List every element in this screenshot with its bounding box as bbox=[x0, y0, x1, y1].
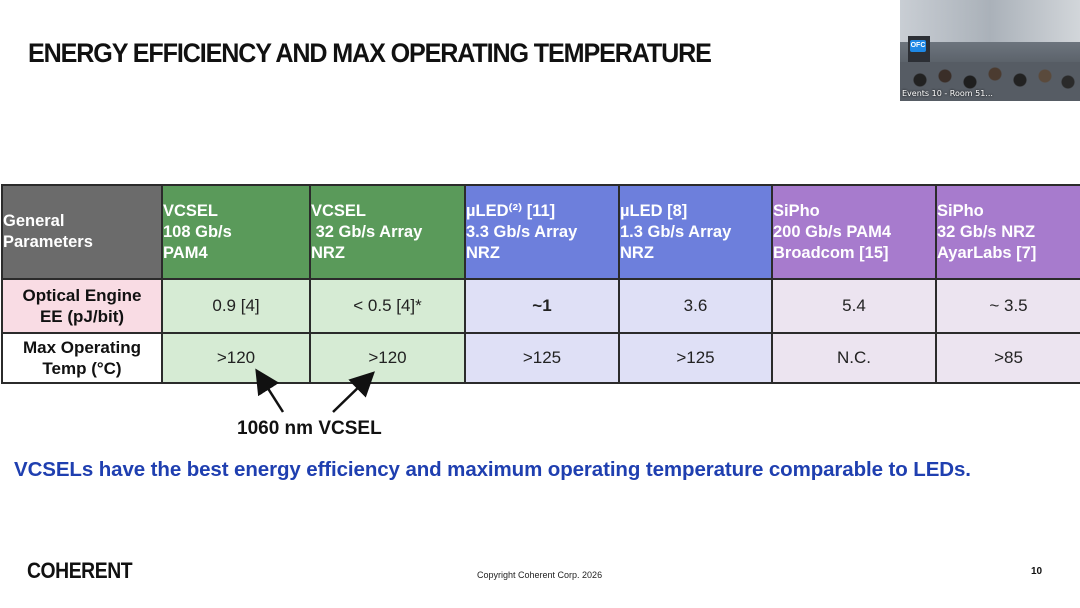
speaker-video-thumbnail[interactable]: OFC Events 10 - Room 51... bbox=[900, 0, 1080, 101]
video-background bbox=[900, 0, 1080, 42]
row-label-max-operating-temp: Max Operating Temp (°C) bbox=[1, 332, 163, 384]
header-line: PAM4 bbox=[163, 243, 208, 262]
table-row-max-temp: Max Operating Temp (°C) >120 >120 >125 >… bbox=[1, 332, 1080, 384]
header-line: 200 Gb/s PAM4 bbox=[773, 222, 891, 241]
header-line: 32 Gb/s Array bbox=[311, 222, 423, 241]
table-cell: >120 bbox=[309, 332, 466, 384]
table-cell: >125 bbox=[618, 332, 773, 384]
header-line: VCSEL bbox=[163, 201, 219, 220]
row-label-line: EE (pJ/bit) bbox=[39, 307, 125, 326]
header-line: SiPho bbox=[937, 201, 984, 220]
header-line: µLED⁽²⁾ [11] bbox=[466, 201, 556, 220]
header-line: µLED [8] bbox=[620, 201, 688, 220]
row-label-line: Temp (°C) bbox=[42, 359, 122, 378]
vcsel-annotation: 1060 nm VCSEL bbox=[237, 418, 382, 439]
header-sipho-broadcom: SiPho 200 Gb/s PAM4 Broadcom [15] bbox=[771, 184, 937, 280]
audience bbox=[900, 62, 1080, 101]
copyright-text: Copyright Coherent Corp. 2026 bbox=[477, 570, 603, 580]
header-vcsel-108: VCSEL 108 Gb/s PAM4 bbox=[161, 184, 311, 280]
header-line: NRZ bbox=[466, 243, 500, 262]
row-label-line: Max Operating bbox=[22, 338, 142, 357]
table-row-energy-efficiency: Optical Engine EE (pJ/bit) 0.9 [4] < 0.5… bbox=[1, 278, 1080, 334]
header-line: VCSEL bbox=[311, 201, 367, 220]
header-line: SiPho bbox=[773, 201, 820, 220]
header-line: 3.3 Gb/s Array bbox=[466, 222, 578, 241]
table-cell: ~1 bbox=[464, 278, 620, 334]
header-line: AyarLabs [7] bbox=[937, 243, 1037, 262]
ofc-logo: OFC bbox=[910, 40, 926, 52]
table-cell: < 0.5 [4]* bbox=[309, 278, 466, 334]
table-cell: 3.6 bbox=[618, 278, 773, 334]
page-number: 10 bbox=[1031, 566, 1043, 577]
table-cell: N.C. bbox=[771, 332, 937, 384]
header-uled-1-3: µLED [8] 1.3 Gb/s Array NRZ bbox=[618, 184, 773, 280]
header-line: 1.3 Gb/s Array bbox=[620, 222, 732, 241]
header-line: General bbox=[3, 212, 65, 230]
header-line: Broadcom [15] bbox=[773, 243, 889, 262]
slide-title: ENERGY EFFICIENCY AND MAX OPERATING TEMP… bbox=[28, 38, 712, 68]
arrow-to-vcsel-32 bbox=[332, 371, 375, 413]
header-line: NRZ bbox=[311, 243, 345, 262]
table-header-row: General Parameters VCSEL 108 Gb/s PAM4 V… bbox=[1, 184, 1080, 280]
row-label-optical-engine-ee: Optical Engine EE (pJ/bit) bbox=[1, 278, 163, 334]
header-line: 32 Gb/s NRZ bbox=[937, 222, 1036, 241]
table-cell: 0.9 [4] bbox=[161, 278, 311, 334]
table-cell: >125 bbox=[464, 332, 620, 384]
header-line: 108 Gb/s bbox=[163, 222, 232, 241]
conclusion-statement: VCSELs have the best energy efficiency a… bbox=[14, 458, 971, 481]
table-cell: 5.4 bbox=[771, 278, 937, 334]
header-vcsel-32: VCSEL 32 Gb/s Array NRZ bbox=[309, 184, 466, 280]
header-uled-3-3: µLED⁽²⁾ [11] 3.3 Gb/s Array NRZ bbox=[464, 184, 620, 280]
header-sipho-ayarlabs: SiPho 32 Gb/s NRZ AyarLabs [7] bbox=[935, 184, 1080, 280]
header-line: Parameters bbox=[3, 233, 93, 251]
video-caption: Events 10 - Room 51... bbox=[902, 89, 993, 98]
table-cell: >120 bbox=[161, 332, 311, 384]
header-general-parameters: General Parameters bbox=[1, 184, 163, 280]
coherent-logo: COHERENT bbox=[27, 558, 133, 583]
table-cell: >85 bbox=[935, 332, 1080, 384]
header-line: NRZ bbox=[620, 243, 654, 262]
table-cell: ~ 3.5 bbox=[935, 278, 1080, 334]
row-label-line: Optical Engine bbox=[22, 286, 142, 305]
comparison-table: General Parameters VCSEL 108 Gb/s PAM4 V… bbox=[1, 184, 1080, 384]
